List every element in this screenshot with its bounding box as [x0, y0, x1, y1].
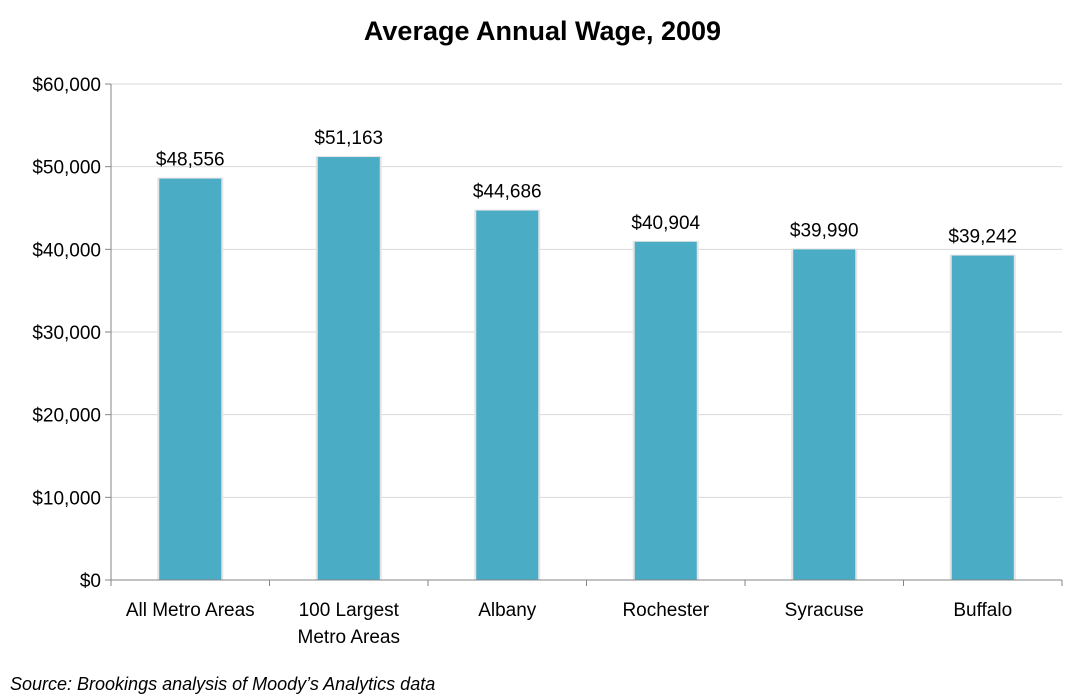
x-tick-label: 100 Largest — [299, 600, 400, 621]
bar — [317, 157, 380, 580]
bar — [793, 249, 856, 580]
bar — [476, 210, 539, 580]
x-tick-label: Buffalo — [953, 600, 1012, 621]
data-label: $39,990 — [790, 220, 859, 241]
x-tick-label: Albany — [478, 600, 537, 621]
data-label: $39,242 — [948, 227, 1017, 248]
y-tick-label: $40,000 — [32, 240, 101, 261]
data-label: $40,904 — [631, 213, 700, 234]
y-tick-label: $30,000 — [32, 323, 101, 344]
data-label: $48,556 — [156, 150, 225, 171]
data-label: $44,686 — [473, 182, 542, 203]
x-tick-label: Metro Areas — [298, 627, 400, 648]
source-note: Source: Brookings analysis of Moody’s An… — [10, 674, 436, 694]
x-tick-label: Syracuse — [785, 600, 864, 621]
chart-title: Average Annual Wage, 2009 — [363, 16, 722, 46]
y-tick-label: $50,000 — [32, 158, 101, 179]
y-tick-label: $0 — [80, 571, 101, 592]
x-tick-label: Rochester — [622, 600, 709, 621]
x-tick-label: All Metro Areas — [126, 600, 255, 621]
bar — [634, 241, 697, 580]
data-label: $51,163 — [314, 128, 383, 149]
y-tick-label: $10,000 — [32, 488, 101, 509]
y-tick-label: $20,000 — [32, 406, 101, 427]
y-tick-label: $60,000 — [32, 75, 101, 96]
bar — [159, 178, 222, 580]
bar — [951, 255, 1014, 580]
